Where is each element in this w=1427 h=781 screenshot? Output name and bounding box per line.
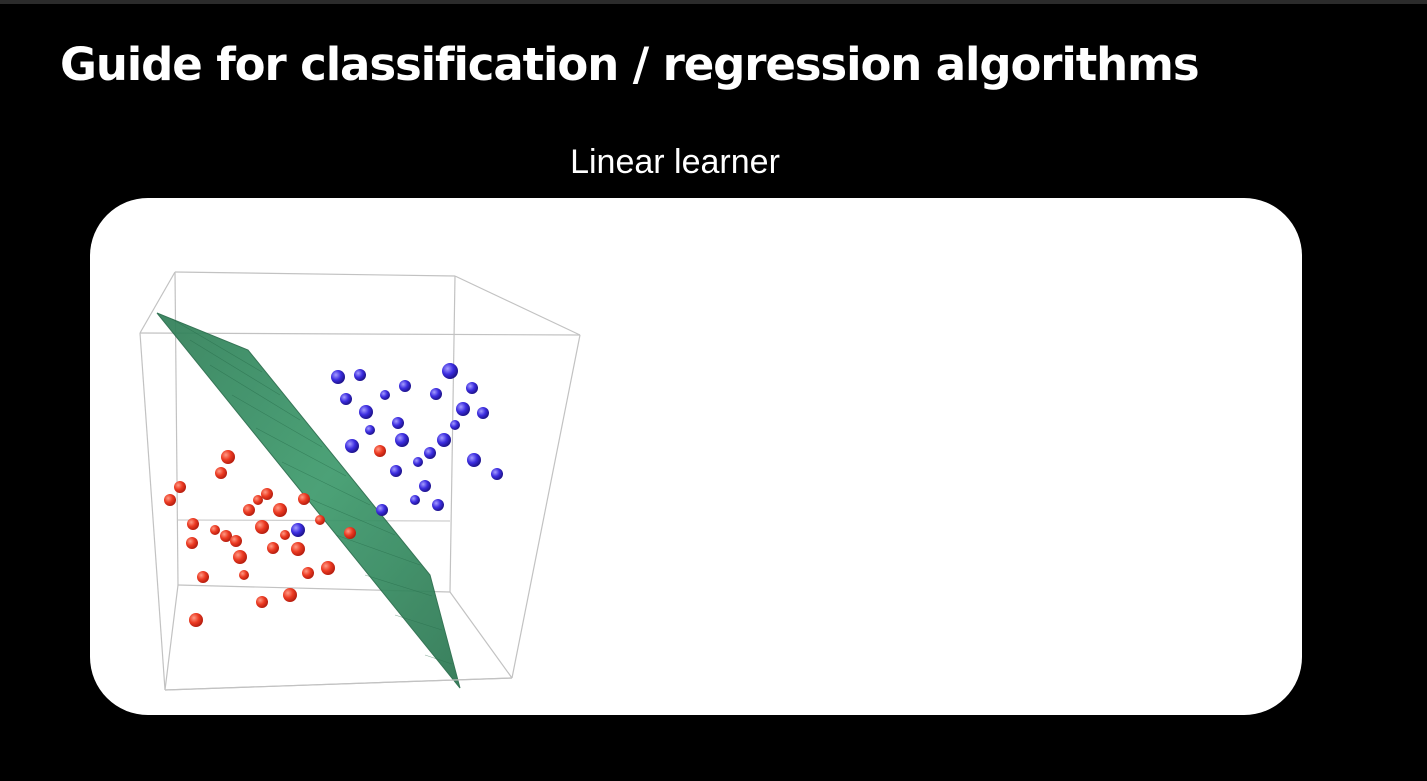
class-a-point xyxy=(255,520,269,534)
class-b-point xyxy=(424,447,436,459)
class-a-point xyxy=(187,518,199,530)
bounding-box xyxy=(139,271,581,691)
class-b-point xyxy=(430,388,442,400)
class-b-point xyxy=(380,390,390,400)
class-a-point xyxy=(273,503,287,517)
box-edge xyxy=(164,677,513,691)
class-b-point xyxy=(340,393,352,405)
class-a-point xyxy=(243,504,255,516)
class-b-point xyxy=(467,453,481,467)
class-a-point xyxy=(221,450,235,464)
class-b-point xyxy=(392,417,404,429)
class-a-point xyxy=(302,567,314,579)
class-b-point xyxy=(359,405,373,419)
class-a-point xyxy=(186,537,198,549)
class-b-point xyxy=(442,363,458,379)
class-b-point xyxy=(432,499,444,511)
class-b-point xyxy=(477,407,489,419)
box-edge xyxy=(449,275,456,593)
class-a-point xyxy=(220,530,232,542)
class-a-point xyxy=(215,467,227,479)
slide-title: Guide for classification / regression al… xyxy=(60,38,1200,91)
class-b-point xyxy=(466,382,478,394)
linear-learner-3d-plot xyxy=(139,271,581,691)
box-edge xyxy=(164,584,179,691)
class-a-point xyxy=(261,488,273,500)
box-edge xyxy=(139,332,581,336)
class-a-point xyxy=(239,570,249,580)
class-b-point xyxy=(395,433,409,447)
box-edge xyxy=(177,519,451,522)
class-a-point xyxy=(210,525,220,535)
class-a-point xyxy=(164,494,176,506)
box-edge xyxy=(139,332,166,691)
class-b-point xyxy=(437,433,451,447)
class-a-point xyxy=(189,613,203,627)
class-a-point xyxy=(233,550,247,564)
class-b-point xyxy=(450,420,460,430)
window-top-edge xyxy=(0,0,1427,4)
class-b-point xyxy=(491,468,503,480)
class-a-point xyxy=(253,495,263,505)
class-a-point xyxy=(283,588,297,602)
box-edge xyxy=(511,334,581,679)
class-a-point xyxy=(230,535,242,547)
class-a-point xyxy=(315,515,325,525)
class-b-point xyxy=(331,370,345,384)
class-a-point xyxy=(321,561,335,575)
box-edge xyxy=(174,271,456,277)
class-a-point xyxy=(291,542,305,556)
box-edge xyxy=(454,275,581,336)
class-b-point xyxy=(365,425,375,435)
class-a-point xyxy=(267,542,279,554)
class-a-point xyxy=(344,527,356,539)
class-b-point xyxy=(410,495,420,505)
class-a-point xyxy=(174,481,186,493)
class-a-point xyxy=(374,445,386,457)
class-a-point xyxy=(197,571,209,583)
slide-subtitle: Linear learner xyxy=(570,143,780,181)
box-edge xyxy=(449,591,513,679)
class-b-point xyxy=(390,465,402,477)
class-b-point xyxy=(354,369,366,381)
class-b-point xyxy=(419,480,431,492)
class-a-points xyxy=(164,445,386,627)
class-b-point xyxy=(291,523,305,537)
class-b-point xyxy=(376,504,388,516)
class-b-point xyxy=(456,402,470,416)
class-b-point xyxy=(345,439,359,453)
class-b-point xyxy=(413,457,423,467)
box-edge xyxy=(174,271,179,586)
plane-mesh-lines xyxy=(171,318,453,665)
class-a-point xyxy=(280,530,290,540)
class-a-point xyxy=(298,493,310,505)
class-b-points xyxy=(291,363,503,537)
class-b-point xyxy=(399,380,411,392)
class-a-point xyxy=(256,596,268,608)
box-edge xyxy=(139,271,176,334)
illustration-card xyxy=(90,198,1302,715)
